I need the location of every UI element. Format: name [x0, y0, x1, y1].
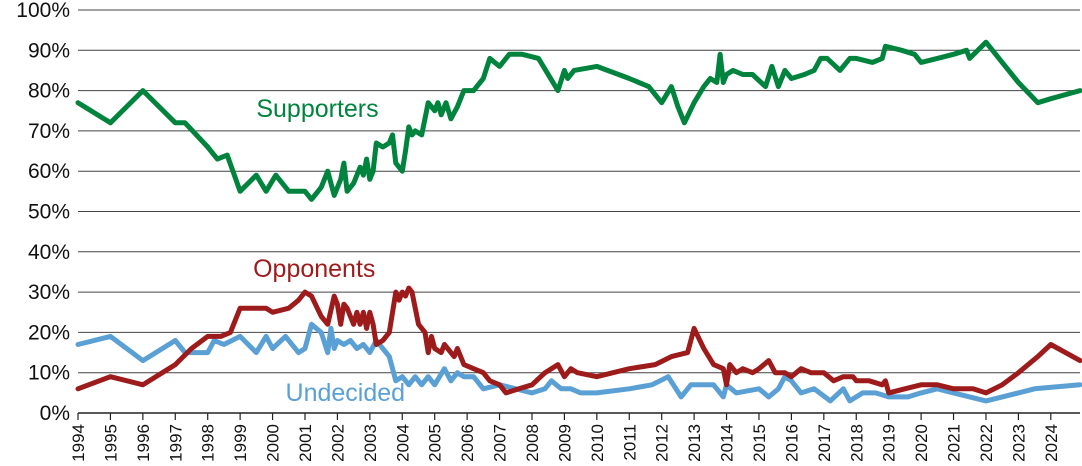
x-tick-label-2023: 2023: [1009, 424, 1028, 462]
x-tick-label-1994: 1994: [69, 424, 88, 462]
y-tick-label-60: 60%: [28, 160, 70, 183]
x-tick-label-2011: 2011: [620, 424, 639, 461]
x-tick-label-2004: 2004: [393, 424, 412, 462]
x-tick-label-2020: 2020: [912, 424, 931, 462]
x-tick-label-2017: 2017: [815, 424, 834, 462]
x-tick-label-2018: 2018: [847, 424, 866, 462]
x-tick-label-2019: 2019: [880, 424, 899, 462]
x-tick-label-1997: 1997: [166, 424, 185, 462]
series-line-supporters: [75, 39, 1082, 202]
y-tick-label-70: 70%: [28, 120, 70, 143]
y-tick-label-40: 40%: [28, 241, 70, 264]
y-tick-label-80: 80%: [28, 80, 70, 103]
x-tick-label-2002: 2002: [328, 424, 347, 462]
y-axis-ticks: 0% 10% 20% 30% 40% 50% 60% 70% 80% 90% 100%: [16, 0, 70, 425]
x-tick-label-2007: 2007: [491, 424, 510, 462]
x-tick-label-2022: 2022: [977, 424, 996, 462]
series-line-undecided: [75, 321, 1082, 404]
x-tick-label-2009: 2009: [555, 424, 574, 462]
y-tick-label-10: 10%: [28, 362, 70, 385]
gridlines: [78, 9, 1080, 414]
x-tick-label-1998: 1998: [199, 424, 218, 462]
x-tick-label-2000: 2000: [264, 424, 283, 462]
x-tick-label-1995: 1995: [101, 424, 120, 462]
x-tick-label-2012: 2012: [653, 424, 672, 462]
series-label-undecided: Undecided: [286, 379, 406, 407]
x-tick-label-2005: 2005: [426, 424, 445, 462]
x-tick-label-2003: 2003: [361, 424, 380, 462]
y-tick-label-20: 20%: [28, 321, 70, 344]
x-tick-label-1996: 1996: [134, 424, 153, 462]
x-tick-label-2010: 2010: [588, 424, 607, 462]
series-line-opponents: [75, 285, 1082, 396]
x-tick-label-2015: 2015: [750, 424, 769, 462]
y-tick-label-0: 0%: [40, 402, 70, 425]
x-tick-label-1999: 1999: [231, 424, 250, 462]
y-tick-label-100: 100%: [16, 0, 70, 22]
series-label-opponents: Opponents: [253, 255, 375, 283]
x-tick-label-2024: 2024: [1042, 424, 1061, 462]
series-label-supporters: Supporters: [256, 95, 378, 123]
y-tick-label-30: 30%: [28, 281, 70, 304]
x-tick-label-2006: 2006: [458, 424, 477, 462]
x-tick-label-2021: 2021: [945, 424, 964, 462]
x-tick-label-2008: 2008: [523, 424, 542, 462]
y-tick-label-90: 90%: [28, 39, 70, 62]
series-lines: [75, 39, 1082, 404]
x-tick-label-2013: 2013: [685, 424, 704, 462]
x-axis: 1994 1995 1996 1997 1998 1999 2000 2001 2002 2003…: [69, 413, 1061, 462]
x-tick-label-2016: 2016: [782, 424, 801, 462]
x-tick-label-2001: 2001: [296, 424, 315, 462]
y-tick-label-50: 50%: [28, 201, 70, 224]
x-tick-label-2014: 2014: [718, 424, 737, 462]
